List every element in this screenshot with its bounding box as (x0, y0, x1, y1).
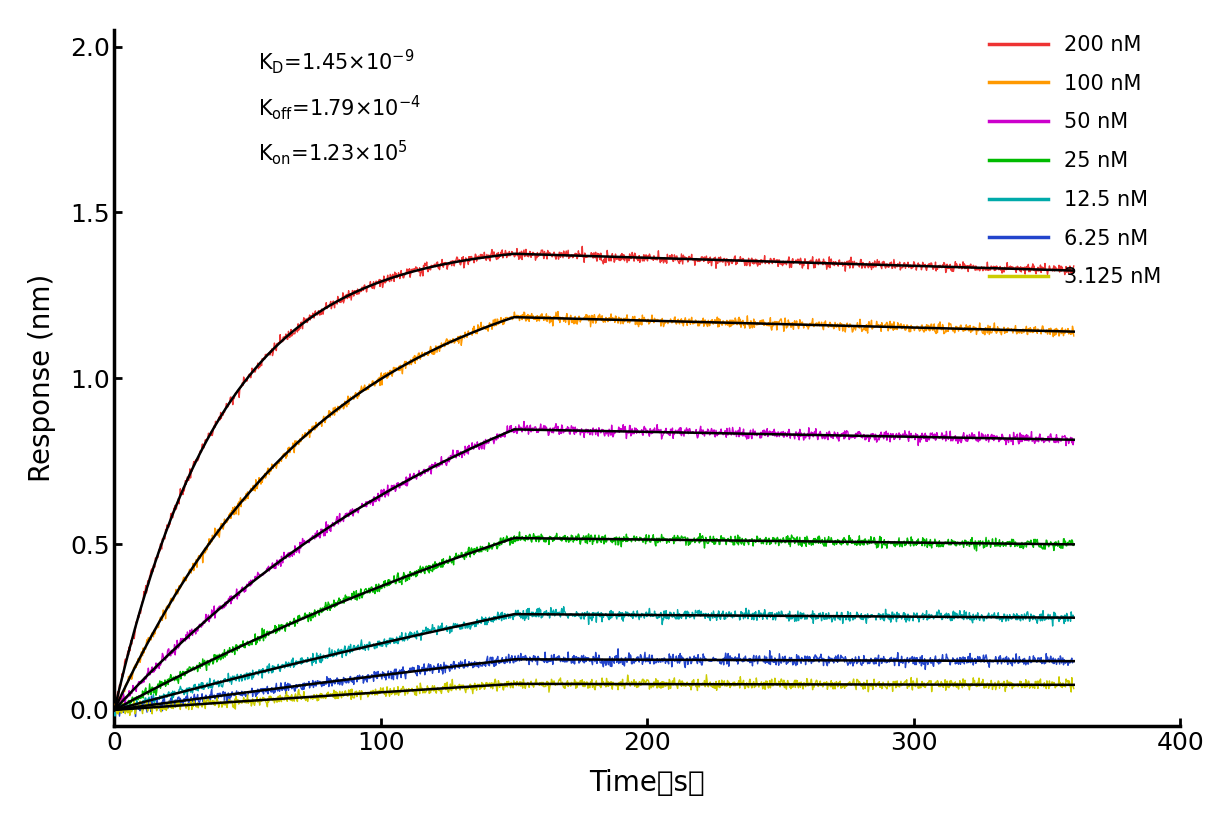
Text: K$_\mathregular{D}$=1.45×10$^{-9}$: K$_\mathregular{D}$=1.45×10$^{-9}$ (259, 48, 415, 76)
X-axis label: Time（s）: Time（s） (590, 769, 705, 797)
Text: K$_\mathregular{on}$=1.23×10$^{5}$: K$_\mathregular{on}$=1.23×10$^{5}$ (259, 138, 408, 167)
Text: K$_\mathregular{off}$=1.79×10$^{-4}$: K$_\mathregular{off}$=1.79×10$^{-4}$ (259, 92, 421, 121)
Legend: 200 nM, 100 nM, 50 nM, 25 nM, 12.5 nM, 6.25 nM, 3.125 nM: 200 nM, 100 nM, 50 nM, 25 nM, 12.5 nM, 6… (981, 26, 1170, 295)
Y-axis label: Response (nm): Response (nm) (28, 274, 55, 483)
